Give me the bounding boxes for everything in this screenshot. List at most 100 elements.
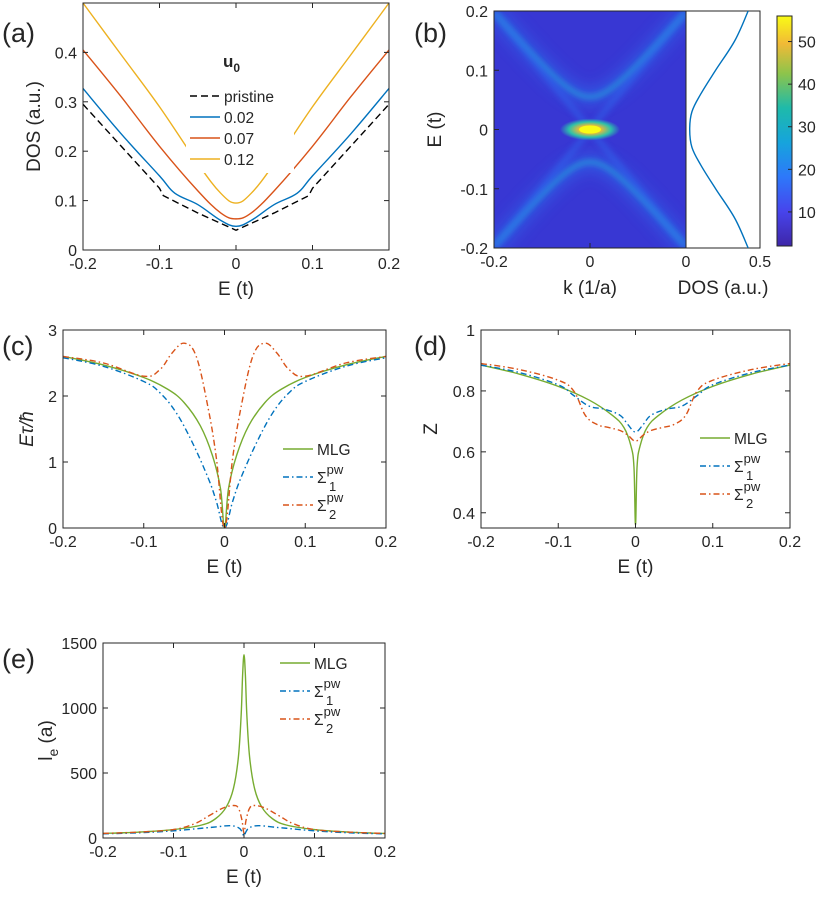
xtick-label: -0.1 [160, 844, 188, 861]
chart-a-dos: -0.2 -0.1 0 0.1 0.2 0 0.1 0.2 0.3 0.4 E (t) DOS (a.… [24, 2, 400, 300]
ytick-label: 0 [68, 243, 77, 260]
legend-entry: Σpw 1 [734, 451, 761, 483]
xtick-label: -0.2 [467, 534, 495, 551]
xtick-label: 0.1 [301, 256, 323, 273]
ytick-label: 3 [48, 323, 57, 340]
xtick-label: -0.2 [69, 256, 97, 273]
legend-sub: 2 [746, 496, 753, 511]
ylabel-e-suffix: (a) [36, 720, 57, 749]
xtick-label: -0.1 [544, 534, 572, 551]
ytick-label: 0.1 [55, 194, 77, 211]
colorbar [776, 15, 793, 247]
chart-b-spectral-map: -0.2 -0.1 0 0.1 0.2 -0.2 0 k (1/a) E (t) 0 0.5 DOS … [425, 4, 816, 299]
xtick-label: 0 [631, 534, 640, 551]
legend-sup: pw [744, 451, 761, 466]
xlabel-e: E (t) [226, 867, 262, 888]
legend-entry: pristine [224, 89, 274, 106]
panel-label-b: (b) [414, 18, 447, 48]
legend-sup: pw [744, 479, 761, 494]
series-a-0 [82, 103, 390, 232]
series-c-1 [62, 357, 387, 529]
legend-entry-name: Σ [734, 459, 744, 476]
legend-entry: 0.02 [224, 110, 254, 127]
series-e-2 [102, 804, 386, 835]
xtick-label: 0 [682, 254, 691, 271]
xlabel-d: E (t) [618, 557, 654, 578]
ytick-label: 0 [479, 123, 488, 140]
ytick-label: 0.4 [55, 45, 77, 62]
ytick-label: 0.4 [453, 506, 475, 523]
series-d-1 [480, 364, 791, 433]
legend-sup: pw [327, 490, 344, 505]
ylabel-e-sub: e [45, 749, 61, 757]
panel-label-a: (a) [2, 18, 35, 48]
legend-entry-name: Σ [314, 684, 324, 701]
legend-entry: 0.12 [224, 152, 254, 169]
legend-bg [276, 651, 380, 739]
xtick-label: -0.2 [480, 254, 508, 271]
ylabel-e: le (a) [36, 720, 61, 761]
xlabel-b: k (1/a) [563, 278, 617, 299]
legend-sub: 1 [326, 693, 333, 708]
colorbar-tick-label: 30 [798, 120, 816, 137]
legend-title-u: u [223, 52, 233, 71]
xtick-label: 0.2 [374, 844, 396, 861]
ylabel-c: Eτ/ħ [17, 411, 38, 447]
xtick-label: 0.2 [378, 256, 400, 273]
series-e-0 [102, 653, 386, 835]
axes-b-dos [685, 10, 761, 249]
ytick-label: -0.1 [460, 182, 488, 199]
legend-entry: 0.07 [224, 131, 254, 148]
legend-entry-name: MLG [317, 442, 351, 459]
ytick-label: 1 [466, 323, 475, 340]
legend-sub: 2 [329, 507, 336, 522]
xlabel-a: E (t) [218, 279, 254, 300]
ytick-label: 0.2 [466, 4, 488, 21]
legend-entry-name: Σ [317, 498, 327, 515]
xtick-label: 0.1 [702, 534, 724, 551]
ytick-label: 500 [70, 766, 97, 783]
ytick-label: 0 [48, 521, 57, 538]
heatmap [494, 11, 686, 248]
series-a-2 [82, 49, 390, 220]
colorbar-tick-label: 40 [798, 77, 816, 94]
xtick-label: 0.1 [294, 534, 316, 551]
xtick-label: 0.1 [303, 844, 325, 861]
xtick-label: 0 [232, 256, 241, 273]
legend-title-sub: 0 [233, 61, 240, 75]
dos-curve-b [688, 10, 749, 249]
colorbar-tick-label: 50 [798, 35, 816, 52]
legend-sub: 1 [329, 479, 336, 494]
series-d-2 [480, 362, 791, 442]
legend-entry-name: pristine [224, 89, 274, 106]
legend-entry: MLG [734, 431, 768, 448]
legend-sub: 1 [746, 468, 753, 483]
ytick-label: 1000 [61, 701, 97, 718]
ytick-label: 0.3 [55, 95, 77, 112]
ylabel-d: Z [421, 423, 442, 435]
xtick-label: -0.1 [146, 256, 174, 273]
ytick-label: 0 [88, 831, 97, 848]
panel-label-d: (d) [414, 331, 447, 361]
legend-entry: MLG [317, 442, 351, 459]
ytick-label: -0.2 [460, 241, 488, 258]
legend-entry: Σpw 1 [314, 676, 341, 708]
legend-entry-name: MLG [734, 431, 768, 448]
ytick-label: 1 [48, 455, 57, 472]
series-a-3 [82, 2, 390, 204]
ylabel-b: E (t) [425, 112, 446, 148]
series-e-1 [102, 824, 386, 837]
panel-label-c: (c) [2, 331, 33, 361]
chart-e-mean-free-path: -0.2 -0.1 0 0.1 0.2 0 500 1000 1500 E (t) le (a) ML… [36, 636, 396, 888]
legend-entry: Σpw 2 [317, 490, 344, 522]
xtick-label: 0.2 [779, 534, 801, 551]
legend-sub: 2 [326, 721, 333, 736]
legend-entry: Σpw 2 [734, 479, 761, 511]
xtick-label: -0.2 [49, 534, 77, 551]
legend-title-a: u0 [223, 52, 240, 75]
legend-entry-name: 0.12 [224, 152, 254, 169]
xtick-label: -0.1 [130, 534, 158, 551]
legend-sup: pw [324, 704, 341, 719]
